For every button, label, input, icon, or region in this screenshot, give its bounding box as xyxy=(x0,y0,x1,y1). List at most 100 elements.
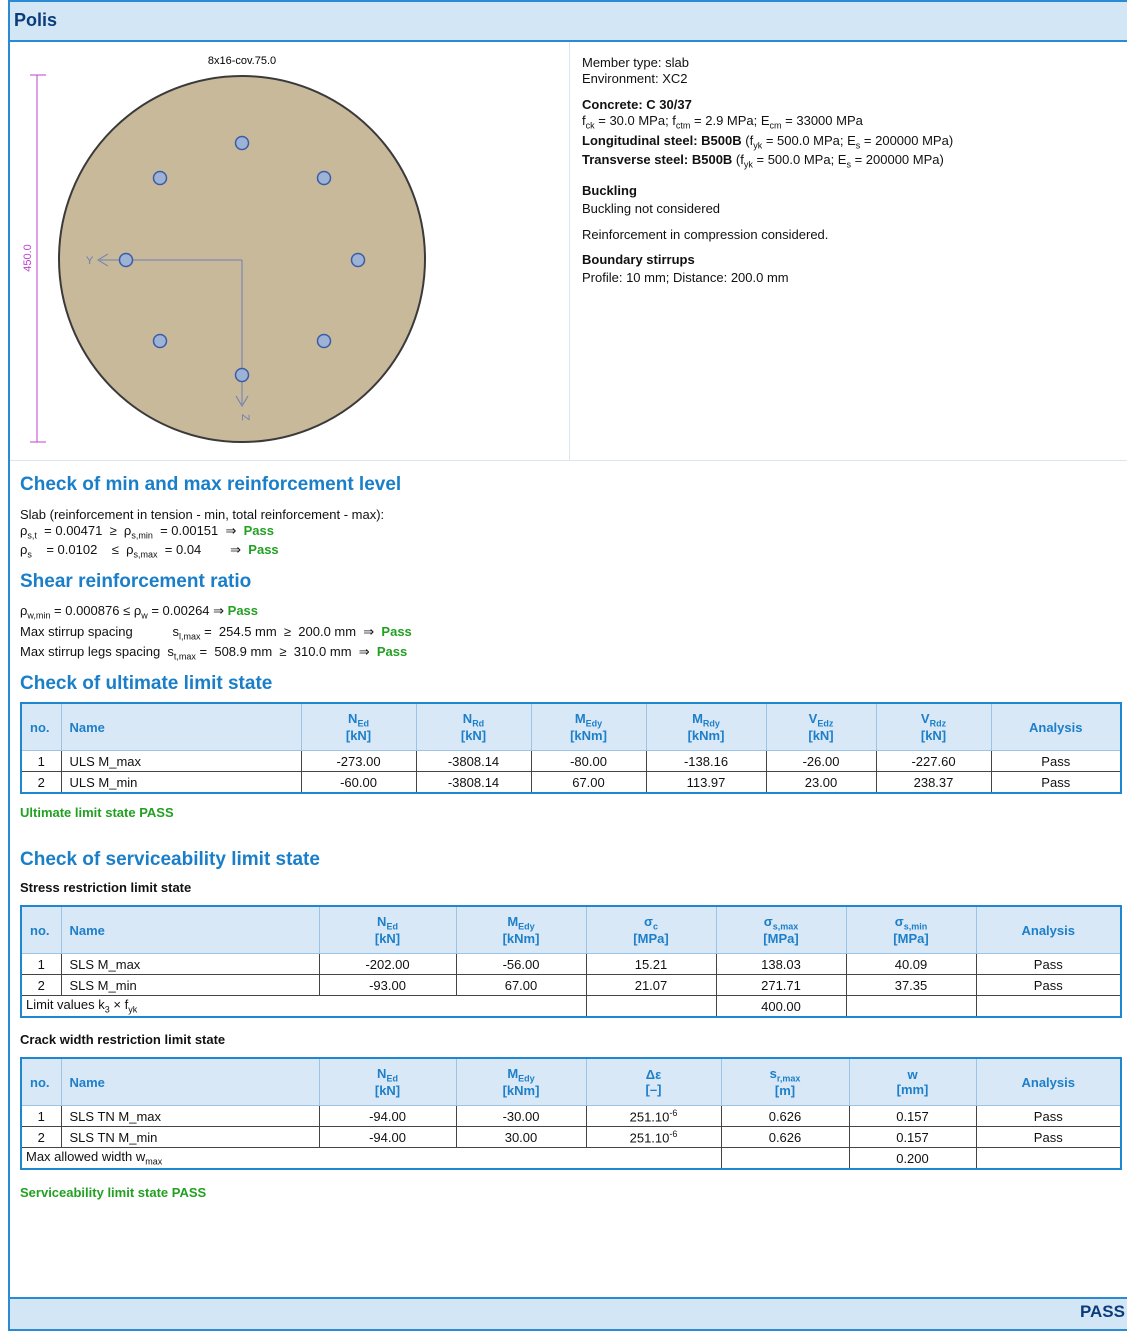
text-segment: 113.97 xyxy=(686,774,726,790)
table-cell: 30.00 xyxy=(455,1126,587,1148)
text-segment: = 200000 MPa) xyxy=(860,133,954,148)
stirrups-title: Boundary stirrups xyxy=(582,252,695,267)
column-header: NEd [kN] xyxy=(318,905,457,954)
table-cell: 2 xyxy=(20,974,62,996)
header-line: Analysis xyxy=(993,720,1120,735)
table-cell xyxy=(720,1147,850,1170)
text-segment: Edz xyxy=(817,718,834,729)
column-header: NRd [kN] xyxy=(415,702,532,751)
text-segment: = 0.00151 ⇒ xyxy=(152,523,244,538)
text-segment: cm xyxy=(769,120,782,131)
text-segment: σ xyxy=(894,913,904,929)
table-cell: -30.00 xyxy=(455,1105,587,1127)
text-segment: = 0.00264 ⇒ xyxy=(147,603,228,618)
text-segment: no. xyxy=(30,1074,50,1090)
column-header: w [mm] xyxy=(848,1057,977,1106)
rebar xyxy=(316,170,332,186)
column-header: Δε [–] xyxy=(585,1057,722,1106)
text-segment: Pass xyxy=(1033,977,1063,993)
header-line: [MPa] xyxy=(588,931,715,946)
text-segment: w,min xyxy=(27,610,51,621)
column-header: no. xyxy=(20,702,62,751)
header-line: [kN] xyxy=(418,728,530,743)
text-segment: -80.00 xyxy=(570,753,607,769)
table-cell: 67.00 xyxy=(530,771,647,794)
text-segment: [MPa] xyxy=(633,931,669,947)
text-segment: -6 xyxy=(669,1107,678,1118)
text-segment: = 2.9 MPa; E xyxy=(690,113,770,128)
column-header: MEdy [kNm] xyxy=(455,905,587,954)
text-segment: [MPa] xyxy=(893,931,929,947)
text-segment: = 254.5 mm ≥ 200.0 mm ⇒ xyxy=(200,624,382,639)
header-line: σc xyxy=(588,914,715,932)
text-segment: Edy xyxy=(585,718,603,729)
text-segment: ρ xyxy=(20,542,28,557)
header-line: [MPa] xyxy=(848,931,975,946)
text-segment: 138.03 xyxy=(761,956,801,972)
header-line: [kN] xyxy=(878,728,990,743)
header-title: Polis xyxy=(14,10,58,30)
text-segment: Check of ultimate limit state xyxy=(20,673,273,694)
text-segment: Edy xyxy=(518,1073,535,1084)
text-segment: 0.626 xyxy=(768,1108,802,1124)
table-cell: -202.00 xyxy=(318,953,457,975)
text-segment: M xyxy=(574,710,586,726)
table-cell: SLS TN M_max xyxy=(60,1105,320,1127)
text-segment: ρ xyxy=(20,603,28,618)
check-line: Max stirrup spacing sl,max = 254.5 mm ≥ … xyxy=(20,624,412,642)
header-line: VEdz xyxy=(768,711,875,729)
column-header: NEd [kN] xyxy=(318,1057,457,1106)
text-segment: Stress restriction limit state xyxy=(20,880,192,895)
rebar xyxy=(118,252,134,268)
header-line: [kNm] xyxy=(648,728,765,743)
text-segment: [kN] xyxy=(374,1083,401,1099)
table-cell: 251.10-6 xyxy=(585,1105,722,1127)
text-segment: [MPa] xyxy=(763,931,799,947)
text-segment: Δε xyxy=(645,1067,662,1082)
concrete-section xyxy=(58,75,426,443)
text-segment: ρ xyxy=(20,523,28,538)
text-segment: = 200000 MPa) xyxy=(850,152,944,167)
text-segment: Ed xyxy=(357,718,369,729)
buckling-title: Buckling xyxy=(582,183,637,198)
rebar xyxy=(152,170,168,186)
divider xyxy=(569,42,570,460)
header-bar: Polis xyxy=(8,0,1127,42)
column-header: Analysis xyxy=(990,702,1122,751)
footer-bar: PASS xyxy=(8,1297,1127,1331)
text-segment: Pass xyxy=(1041,774,1071,790)
text-segment: 30.00 xyxy=(504,1129,538,1145)
text-segment: 0.157 xyxy=(896,1108,929,1124)
table-cell: SLS M_max xyxy=(60,953,320,975)
text-segment: N xyxy=(462,710,473,726)
text-segment: [mm] xyxy=(896,1082,929,1097)
text-segment: 271.71 xyxy=(761,977,801,993)
divider xyxy=(10,460,1127,461)
table-cell: 113.97 xyxy=(645,771,767,794)
header-line: NEd xyxy=(321,1066,455,1084)
text-segment: Ed xyxy=(386,1073,398,1084)
text-segment: ULS M_min xyxy=(69,774,138,790)
subheading: Stress restriction limit state xyxy=(20,880,191,895)
column-header: no. xyxy=(20,905,62,954)
text-segment: -56.00 xyxy=(502,956,540,972)
text-segment: 37.35 xyxy=(894,977,928,993)
check-line: Max stirrup legs spacing st,max = 508.9 … xyxy=(20,644,407,662)
table-row: 2 ULS M_min -60.00 -3808.14 67.00 113.97 23.00… xyxy=(20,771,1122,794)
header-row: no. Name NEd [kN] NRd [kN] MEdy [kNm] MRdy [kNm] V… xyxy=(20,702,1122,751)
text-segment: yk xyxy=(753,140,763,151)
text-segment: Analysis xyxy=(1021,922,1075,938)
text-segment: 23.00 xyxy=(804,774,838,790)
text-segment: yk xyxy=(743,159,753,170)
header-row: no. Name NEd [kN] MEdy [kNm] Δε [–] sr,max [m] w [m… xyxy=(20,1057,1122,1106)
text-segment: 1 xyxy=(37,956,45,972)
text-segment: σ xyxy=(644,913,653,929)
table-cell: -94.00 xyxy=(318,1105,457,1127)
section-label: 8x16-cov.75.0 xyxy=(208,55,276,67)
text-segment: 0.157 xyxy=(896,1129,929,1145)
header-line: Analysis xyxy=(978,1075,1120,1090)
text-segment: Serviceability limit state PASS xyxy=(20,1185,207,1200)
result: Serviceability limit state PASS xyxy=(20,1185,206,1200)
header-row: no. Name NEd [kN] MEdy [kNm] σc [MPa] σs,max [MPa… xyxy=(20,905,1122,954)
text-segment: 2 xyxy=(37,977,45,993)
